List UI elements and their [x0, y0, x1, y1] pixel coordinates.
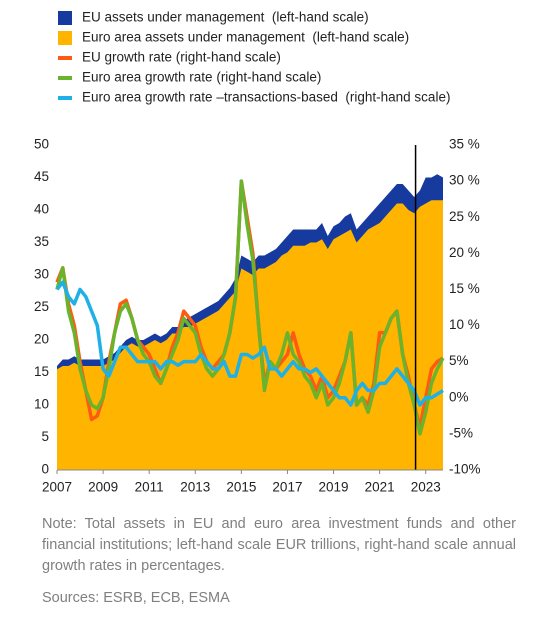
y2-tick-label: 35 % [449, 137, 480, 152]
y-tick-label: 20 [34, 332, 49, 347]
x-tick-label: 2017 [272, 480, 302, 495]
legend-swatch [58, 31, 72, 45]
y2-tick-label: -10% [449, 462, 481, 477]
legend-label: EU growth rate (right-hand scale) [82, 50, 281, 65]
y2-tick-label: 25 % [449, 209, 480, 224]
sources: Sources: ESRB, ECB, ESMA [42, 590, 230, 606]
legend-swatch [58, 11, 72, 25]
x-tick-label: 2009 [88, 480, 118, 495]
x-tick-label: 2013 [180, 480, 210, 495]
x-tick-label: 2007 [42, 480, 72, 495]
x-tick-label: 2019 [319, 480, 349, 495]
y2-tick-label: 0% [449, 389, 469, 404]
x-tick-label: 2015 [226, 480, 256, 495]
legend-label: Euro area growth rate (right-hand scale) [82, 70, 321, 85]
x-tick-label: 2011 [135, 480, 164, 495]
x-tick-label: 2023 [411, 480, 441, 495]
y-tick-label: 5 [41, 429, 49, 444]
y2-tick-label: 5% [449, 353, 469, 368]
legend-label: Euro area growth rate –transactions-base… [82, 90, 450, 105]
y-tick-label: 50 [34, 137, 49, 152]
y-tick-label: 35 [34, 234, 49, 249]
line [55, 280, 444, 407]
y2-tick-label: 20 % [449, 245, 480, 260]
line [55, 179, 445, 436]
y-tick-label: 45 [34, 169, 49, 184]
y-tick-label: 25 [34, 299, 49, 314]
y2-tick-label: 30 % [449, 173, 480, 188]
y2-tick-label: 10 % [449, 317, 480, 332]
y-tick-label: 10 [34, 397, 49, 412]
legend-label: Euro area assets under management (left-… [82, 30, 409, 45]
chart: EU assets under management (left-hand sc… [34, 10, 481, 495]
y-tick-label: 0 [41, 462, 49, 477]
y-tick-label: 30 [34, 267, 49, 282]
x-tick-label: 2021 [365, 480, 395, 495]
y-tick-label: 40 [34, 202, 49, 217]
note: Note: Total assets in EU and euro area i… [42, 516, 516, 574]
legend-label: EU assets under management (left-hand sc… [82, 10, 369, 25]
area [57, 200, 443, 470]
y2-tick-label: -5% [449, 425, 473, 440]
y2-tick-label: 15 % [449, 281, 480, 296]
y-tick-label: 15 [34, 364, 49, 379]
